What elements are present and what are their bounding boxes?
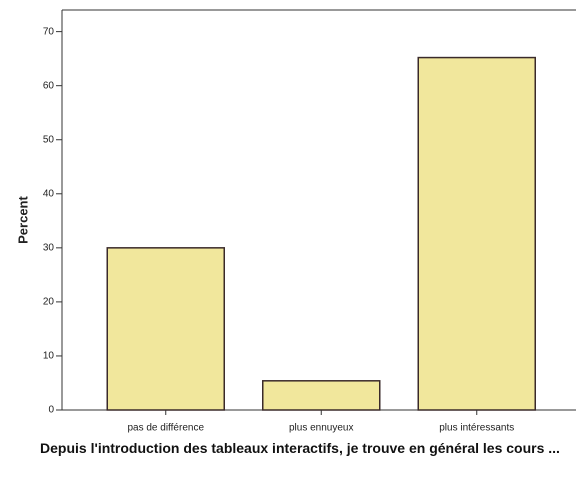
x-tick-label: pas de différence: [127, 423, 204, 434]
y-tick-label: 30: [43, 242, 55, 253]
y-axis-label: Percent: [15, 195, 30, 243]
y-tick-label: 50: [43, 134, 55, 145]
y-tick-label: 70: [43, 26, 55, 37]
y-tick-label: 0: [48, 405, 54, 416]
bar: [417, 56, 536, 411]
bar: [262, 380, 381, 411]
x-tick-label: plus ennuyeux: [289, 423, 354, 434]
y-tick-label: 40: [43, 188, 55, 199]
y-tick-label: 60: [43, 80, 55, 91]
y-tick-label: 10: [43, 351, 55, 362]
x-tick-label: plus intéressants: [439, 423, 514, 434]
y-tick-label: 20: [43, 297, 55, 308]
bar: [106, 247, 225, 411]
chart: Percent 0 10 20 30 40 50 60 70 pas de différence…: [15, 9, 576, 434]
x-axis-label: Depuis l'introduction des tableaux inter…: [40, 440, 560, 456]
